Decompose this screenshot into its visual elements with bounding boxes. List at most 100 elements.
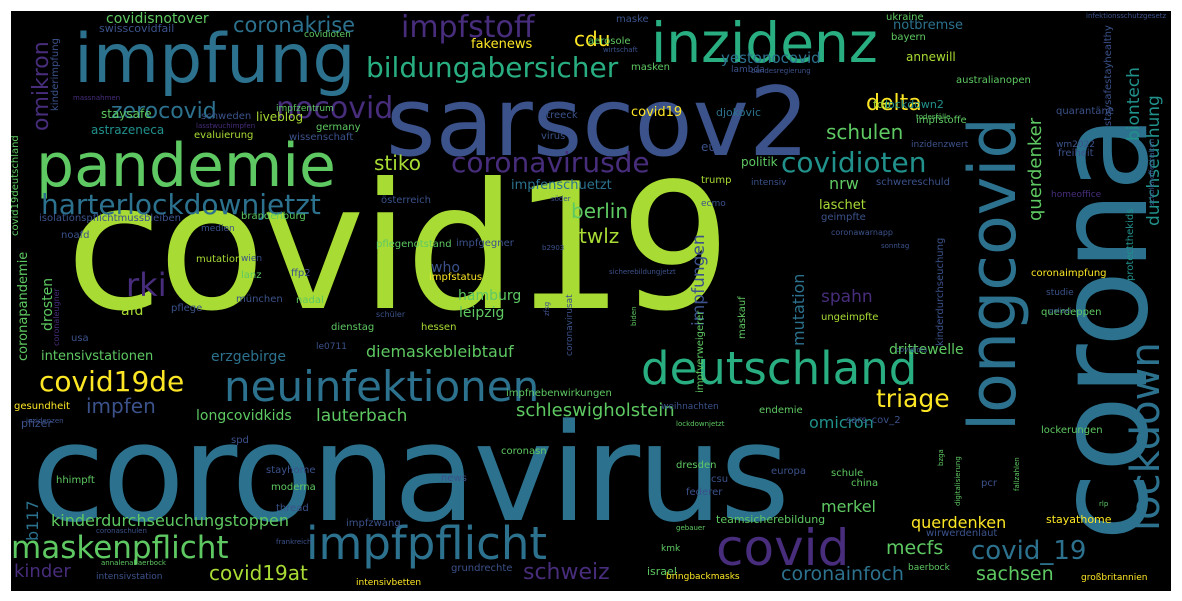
- word-pflege: pflege: [171, 303, 203, 314]
- word-gebauer: gebauer: [676, 524, 706, 532]
- word-annalenabaerbock: annalenabaerbock: [101, 559, 166, 567]
- word-europa: europa: [771, 466, 806, 477]
- word-staysafestayhealthy: staysafestayhealthy: [1103, 25, 1114, 126]
- word-harterlockdownjetzt: harterlockdownjetzt: [41, 188, 321, 221]
- word-neuinfektionen: neuinfektionen: [224, 362, 540, 411]
- word-lauterbach: lauterbach: [316, 406, 408, 426]
- word-omicron: omicron: [809, 413, 874, 432]
- word-israel: israel: [647, 565, 677, 578]
- word-hhimpft: hhimpft: [56, 475, 95, 486]
- word-trump: trump: [701, 175, 732, 186]
- word-staysafe: staysafe: [101, 107, 152, 121]
- word-coronaschulen: coronaschulen: [96, 527, 147, 535]
- word-coronakrise: coronakrise: [233, 13, 356, 37]
- word-digitalisierung: digitalisierung: [954, 456, 962, 506]
- word-inzidenzen: inzidenzen: [26, 417, 64, 425]
- word-weihnachten: weihnachten: [661, 402, 719, 412]
- word-noafd: noafd: [61, 230, 90, 241]
- word-lockerungen: lockerungen: [1041, 425, 1103, 436]
- word-kinderdurchseuchungstoppen: kinderdurchseuchungstoppen: [51, 511, 289, 530]
- word-covid19: covid19: [66, 147, 731, 350]
- word-schuler: schüler: [376, 310, 406, 319]
- word-nocovid: nocovid: [276, 91, 394, 126]
- word-nadal: nadal: [296, 295, 324, 306]
- word-coronawarnapp: coronawarnapp: [831, 228, 893, 237]
- word-bzga: bzga: [937, 449, 945, 466]
- word-yestonocovid: yestonocovid: [721, 49, 821, 67]
- word-maskauf: maskauf: [737, 296, 748, 339]
- word-astrazeneca: astrazeneca: [91, 123, 165, 137]
- word-leipzig: leipzig: [459, 305, 505, 321]
- word-brandenburg: brandenburg: [241, 211, 306, 222]
- word-nrw: nrw: [829, 174, 859, 193]
- word-schulenoffenhalten: schulenoffenhalten: [1148, 138, 1156, 206]
- word-stiko: stiko: [374, 151, 421, 175]
- word-covid19-2: covid​19: [631, 105, 683, 120]
- word-federer: federer: [686, 487, 723, 498]
- word-fakenews: fakenews: [471, 37, 533, 52]
- word-diemaskebleibtauf: diemaskebleibtauf: [366, 342, 514, 361]
- word-inzidenzwert: inzidenzwert: [911, 140, 969, 150]
- word-cdu: cdu: [574, 27, 611, 51]
- word-protectthekids: protectthekids: [1125, 208, 1136, 281]
- word-usa: usa: [71, 333, 89, 344]
- word-stayathome: stayathome: [1046, 513, 1112, 526]
- word-schleswigholstein: schleswigholstein: [516, 400, 675, 421]
- word-masken: masken: [631, 62, 671, 73]
- word-who: who: [431, 260, 460, 276]
- word-lockdown: lockdown: [1123, 342, 1169, 531]
- word-pcr: pcr: [981, 478, 997, 489]
- word-berlin: berlin: [571, 199, 629, 223]
- word-biontech: biontech: [1124, 67, 1144, 141]
- word-drittewelle: drittewelle: [889, 342, 964, 358]
- word-dresden: dresden: [676, 460, 717, 471]
- word-biden: biden: [630, 306, 638, 326]
- word-fdp: fdp: [873, 98, 891, 111]
- word-sonntag: sonntag: [881, 242, 910, 250]
- word-mecfs: mecfs: [886, 537, 944, 559]
- word-moderna: moderna: [271, 482, 316, 493]
- word-csu: csu: [711, 474, 729, 485]
- word-eu: eu: [701, 140, 716, 154]
- word-massnahmen: massnahmen: [73, 94, 121, 102]
- word-schulen: schulen: [826, 120, 904, 144]
- word-covid19deutschland: covid19deutschland: [11, 135, 21, 236]
- word-schweiz: schweiz: [523, 560, 610, 585]
- word-freiheit: freiheit: [1058, 148, 1094, 159]
- word-coronavirusat: coronavirusat: [565, 294, 575, 356]
- word-aerosole: aerosole: [588, 36, 631, 47]
- word-djokovic: djokovic: [716, 106, 762, 119]
- word-bundesregierung: bundesregierung: [751, 67, 811, 75]
- word-hessen: hessen: [421, 322, 457, 333]
- word-coronasn: coronasn: [501, 446, 547, 457]
- word-fallzahlen: fallzahlen: [1013, 457, 1021, 491]
- word-covid: covid: [716, 519, 850, 577]
- word-intensivstationen: intensivstationen: [41, 349, 154, 364]
- word-wirwerdenlaut: wirwerdenlaut: [926, 528, 998, 539]
- word-homeoffice: homeoffice: [1051, 190, 1102, 200]
- word-covid19at: covid19at: [209, 561, 308, 585]
- word-hamburg: hamburg: [458, 288, 522, 304]
- word-studie: studie: [1046, 288, 1074, 298]
- word-impfzwang: impfzwang: [346, 518, 401, 529]
- word-bildungabersicher: bildungabersicher: [366, 51, 619, 84]
- word-evaluierung: evaluierung: [194, 130, 254, 141]
- word-impfstatus: impfstatus: [429, 272, 483, 283]
- word-lasstwuchimpfen: lasstwuchimpfen: [196, 122, 256, 130]
- word-kinder: kinder: [14, 561, 71, 582]
- word-covid_19: covid_19: [971, 536, 1087, 566]
- word-stayhome: stayhome: [266, 465, 316, 476]
- word-sicherebildungjetzt: sicherebildungjetzt: [609, 268, 676, 276]
- word-covidiots: covidiots: [896, 346, 928, 354]
- word-ukraine: ukraine: [886, 12, 924, 23]
- word-querdeppen: querdeppen: [1041, 307, 1102, 318]
- word-intensiv: intensiv: [751, 178, 787, 188]
- word-coronavirus: coronavirus: [31, 395, 790, 552]
- word-todesfalle: todesfälle: [916, 113, 951, 121]
- word-querdenker: querdenker: [1025, 117, 1046, 221]
- word-impfpflicht: impfpflicht: [306, 517, 548, 570]
- word-pfizer: pfizer: [21, 417, 52, 430]
- word-baerbock: baerbock: [908, 563, 950, 573]
- word-coronainfoch: coronainfoch: [781, 563, 904, 585]
